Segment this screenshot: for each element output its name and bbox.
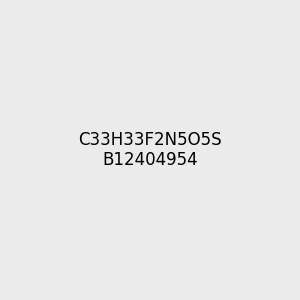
Text: C33H33F2N5O5S
B12404954: C33H33F2N5O5S B12404954 <box>78 130 222 170</box>
